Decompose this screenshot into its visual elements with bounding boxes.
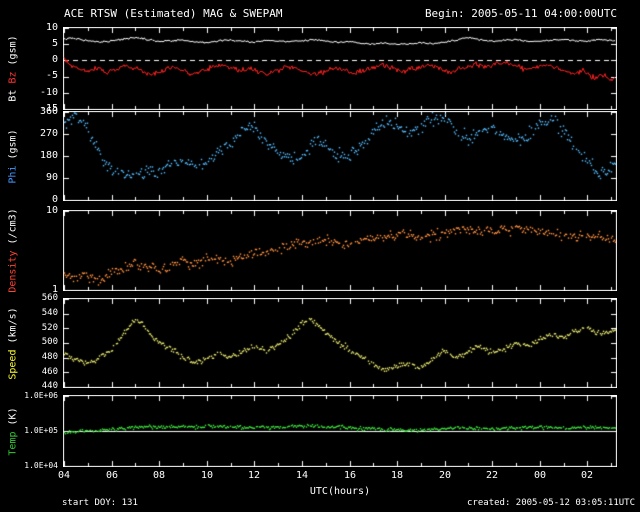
x-tick-label-1: 06 [105,470,119,481]
y-tick-label-temp-2: 1.0E+04 [24,461,58,470]
y-axis-label-part: (km/s) [7,306,19,343]
panel-canvas-phi [63,111,617,201]
y-axis-label-density: Density (/cm3) [8,208,19,292]
y-axis-label-part: Bt [7,89,19,102]
y-tick-label-speed-3: 500 [41,337,58,347]
panel-canvas-density [63,210,617,291]
y-axis-label-speed: Speed (km/s) [8,307,19,379]
x-tick-label-7: 18 [390,470,404,481]
y-tick-label-speed-6: 440 [41,381,58,391]
y-axis-label-part: Speed [7,349,19,380]
y-tick-label-speed-0: 560 [41,293,58,303]
y-axis-label-part: Temp [7,431,19,456]
panel-canvas-mag [63,27,617,110]
panel-canvas-temp [63,395,617,467]
x-tick-label-9: 22 [485,470,499,481]
y-axis-label-box-mag: Bt Bz (gsm) [0,28,26,109]
y-tick-label-mag-5: -15 [39,103,58,114]
y-tick-label-mag-2: 0 [51,54,58,65]
x-tick-label-5: 14 [295,470,309,481]
x-tick-label-2: 08 [152,470,166,481]
x-tick-label-8: 20 [438,470,452,481]
begin-timestamp: Begin: 2005-05-11 04:00:00UTC [424,7,617,20]
y-tick-label-mag-3: -5 [45,70,58,81]
y-tick-label-mag-0: 10 [45,22,58,33]
y-axis-label-part: (gsm) [7,128,19,160]
start-doy-label: start DOY: 131 [62,498,138,508]
y-tick-label-density-0: 10 [45,205,58,216]
y-axis-label-box-temp: Temp (K) [0,396,26,466]
y-axis-label-part: Bz [7,71,19,84]
y-tick-label-speed-4: 480 [41,352,58,362]
y-tick-label-phi-4: 0 [51,194,58,205]
x-tick-label-10: 00 [533,470,547,481]
created-timestamp: created: 2005-05-12 03:05:11UTC [467,498,635,508]
y-tick-label-phi-1: 270 [39,128,58,139]
x-tick-label-6: 16 [343,470,357,481]
x-tick-label-4: 12 [247,470,261,481]
panel-canvas-speed [63,298,617,388]
y-tick-label-speed-1: 540 [41,308,58,318]
y-tick-label-phi-0: 360 [39,106,58,117]
y-axis-label-part: (/cm3) [7,208,19,245]
y-axis-label-part: Phi [7,165,19,184]
y-axis-label-part: (gsm) [7,35,19,66]
y-tick-label-phi-2: 180 [39,150,58,161]
y-axis-label-phi: Phi (gsm) [8,129,19,183]
x-axis-title: UTC(hours) [309,486,371,497]
y-tick-label-speed-5: 460 [41,367,58,377]
x-tick-label-11: 02 [580,470,594,481]
y-tick-label-mag-1: 5 [51,38,58,49]
y-axis-label-temp: Temp (K) [8,407,19,455]
x-tick-label-3: 10 [200,470,214,481]
y-tick-label-temp-1: 1.0E+05 [24,426,58,435]
y-tick-label-mag-4: -10 [39,87,58,98]
y-axis-label-mag: Bt Bz (gsm) [8,35,19,101]
y-axis-label-box-speed: Speed (km/s) [0,299,26,387]
x-tick-label-0: 04 [57,470,71,481]
y-tick-label-density-1: 1 [51,284,58,295]
y-tick-label-phi-3: 90 [45,172,58,183]
y-axis-label-box-density: Density (/cm3) [0,208,26,292]
y-tick-label-temp-0: 1.0E+06 [24,391,58,400]
y-axis-label-part: (K) [7,406,19,425]
y-axis-label-box-phi: Phi (gsm) [0,112,26,200]
plot-title: ACE RTSW (Estimated) MAG & SWEPAM [64,7,283,20]
y-axis-label-part: Density [7,250,19,293]
y-tick-label-speed-2: 520 [41,323,58,333]
